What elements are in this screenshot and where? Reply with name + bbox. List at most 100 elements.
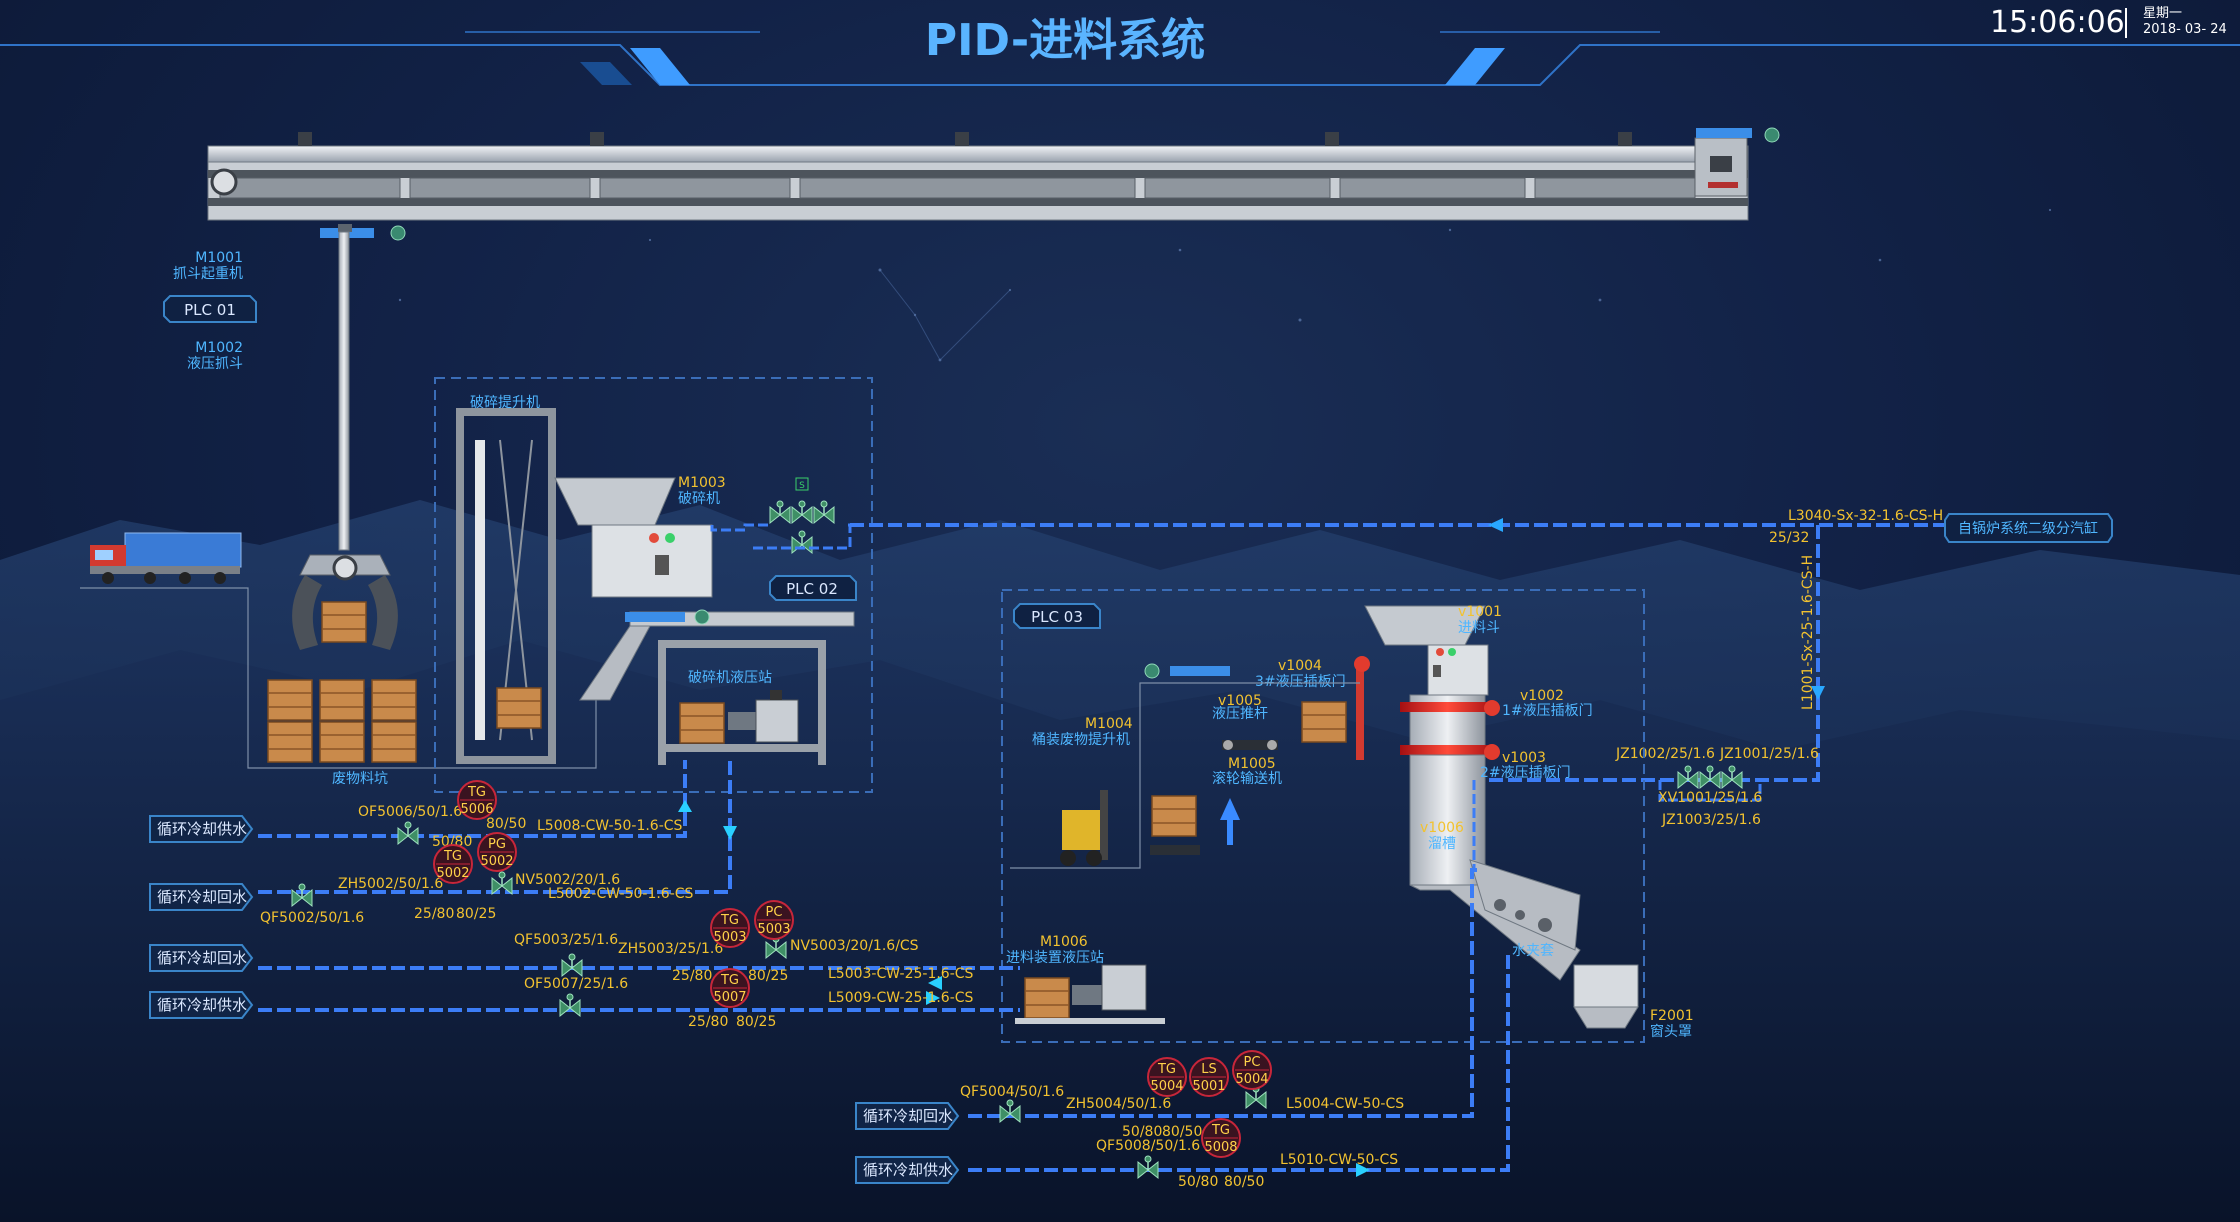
f2001-name: 窗头罩 [1650,1023,1692,1040]
supply1-label: 循环冷却供水 [157,820,247,838]
size-80-25-c: 80/25 [736,1014,776,1030]
clock-time: 15:06:06 [1990,5,2125,40]
instrument-tg-5004[interactable]: TG 5004 [1147,1057,1187,1097]
f2001-hood[interactable] [1573,964,1639,1029]
instrument-tg-5006[interactable]: TG 5006 [457,780,497,820]
instrument-pg-5002[interactable]: PG 5002 [477,832,517,872]
m1003-name: 破碎机 [678,491,720,507]
nv5002-label: NV5002/20/1.6 [515,872,620,888]
l5010-label: L5010-CW-50-CS [1280,1152,1398,1168]
instrument-number: 5002 [480,854,513,869]
waste-pit[interactable] [80,587,597,769]
instrument-type: TG [1157,1062,1176,1077]
cooling-supply-tag-2[interactable]: 循环冷却供水 [149,991,253,1019]
return3-label: 循环冷却回水 [863,1107,953,1125]
cooling-supply-tag-3[interactable]: 循环冷却供水 [855,1156,959,1184]
plc03-label: PLC 03 [1031,608,1083,626]
l1001-pipe[interactable] [1480,525,1820,782]
instrument-number: 5004 [1150,1079,1183,1094]
steam-valve-group[interactable]: S [769,477,835,554]
plc01-tag[interactable]: PLC 01 [163,295,257,323]
v1004-code: v1004 [1278,658,1322,674]
l5009-label: L5009-CW-25-1.6-CS [828,990,974,1006]
truck [90,532,242,584]
crane-gantry[interactable] [207,127,1780,221]
m1006-name: 进料装置液压站 [1006,950,1104,966]
instrument-type: TG [720,913,739,928]
jz1003-label: JZ1003/25/1.6 [1661,812,1761,828]
page-title: PID-进料系统 [925,15,1205,66]
size-25-80-c: 25/80 [688,1014,728,1030]
size-25-80: 25/80 [414,906,454,922]
qf5008-label: QF5008/50/1.6 [1096,1138,1200,1154]
f2001-code: F2001 [1650,1008,1694,1024]
size-25-80-b: 25/80 [672,968,712,984]
of5007-label: OF5007/25/1.6 [524,976,628,992]
v1002-code: v1002 [1520,688,1564,704]
steam-branch-pipe [710,523,770,532]
size-80-50-b: 80/50 [1162,1124,1202,1140]
m1002-code: M1002 [195,340,243,356]
instrument-tg-5008[interactable]: TG 5008 [1201,1118,1241,1158]
plc03-tag[interactable]: PLC 03 [1013,603,1101,629]
cooling-supply-tag-1[interactable]: 循环冷却供水 [149,815,253,843]
feed-hydraulic-station[interactable] [1015,964,1165,1024]
instrument-tg-5002[interactable]: TG 5002 [433,844,473,884]
m1005-code: M1005 [1228,756,1276,772]
size-50-80-a: 50/80 [432,834,472,850]
crusher-hydraulic-station[interactable] [658,640,826,765]
instrument-tg-5003[interactable]: TG 5003 [710,908,750,948]
supply3-label: 循环冷却供水 [863,1161,953,1179]
crusher-lift[interactable] [456,408,556,764]
return2-label: 循环冷却回水 [157,949,247,967]
size-80-50-a: 80/50 [486,816,526,832]
instrument-type: LS [1201,1062,1217,1077]
waste-pit-label: 废物料坑 [332,771,388,787]
plc02-tag[interactable]: PLC 02 [769,575,857,601]
instrument-type: TG [1211,1123,1230,1138]
instrument-pc-5003[interactable]: PC 5003 [754,900,794,940]
steam-return-pipe [750,523,852,550]
water-jacket-label: 水夹套 [1512,943,1554,959]
qf5004-label: QF5004/50/1.6 [960,1084,1064,1100]
m1004-code: M1004 [1085,716,1133,732]
v1003-name: 2#液压插板门 [1480,765,1571,781]
size-80-25: 80/25 [456,906,496,922]
crusher-hyd-station-label: 破碎机液压站 [688,670,772,686]
plc01-label: PLC 01 [184,301,236,319]
crusher-lift-label: 破碎提升机 [470,395,540,411]
jz1002-label: JZ1002/25/1.6 [1615,746,1715,762]
feed-hopper[interactable] [1354,605,1581,981]
cooling-return-tag-3[interactable]: 循环冷却回水 [855,1102,959,1130]
v1005-code: v1005 [1218,693,1262,709]
zh5003-label: ZH5003/25/1.6 [618,941,723,957]
solenoid-mark: S [799,481,805,491]
v1005-name: 液压推杆 [1212,706,1268,722]
qf5003-label: QF5003/25/1.6 [514,932,618,948]
instrument-group: TG5006TG5002PG5002TG5003PC5003TG5007TG50… [433,780,1272,1158]
cooling-return-tag-2[interactable]: 循环冷却回水 [149,944,253,972]
instrument-pc-5004[interactable]: PC 5004 [1232,1050,1272,1090]
boiler-source-tag[interactable]: 自锅炉系统二级分汽缸 [1944,513,2113,543]
m1001-name: 抓斗起重机 [173,266,243,282]
flow-arrow [1488,518,1503,532]
hydraulic-grab[interactable] [292,224,406,650]
drum-lift-area[interactable] [1010,663,1360,869]
v1001-code: v1001 [1458,604,1502,620]
crusher-area-boundary [434,377,873,793]
instrument-tg-5007[interactable]: TG 5007 [710,968,750,1008]
date: 2018- 03- 24 [2143,22,2227,37]
instrument-number: 5003 [713,930,746,945]
crusher[interactable] [554,477,855,701]
return1-label: 循环冷却回水 [157,888,247,906]
cooling-return-tag-1[interactable]: 循环冷却回水 [149,883,253,911]
m1001-code: M1001 [195,250,243,266]
instrument-type: TG [720,973,739,988]
l5002-label: L5002-CW-50-1.6-CS [548,886,694,902]
instrument-number: 5004 [1235,1072,1268,1087]
instrument-number: 5008 [1204,1140,1237,1155]
instrument-type: TG [443,849,462,864]
instrument-ls-5001[interactable]: LS 5001 [1189,1057,1229,1097]
instrument-number: 5001 [1192,1079,1225,1094]
